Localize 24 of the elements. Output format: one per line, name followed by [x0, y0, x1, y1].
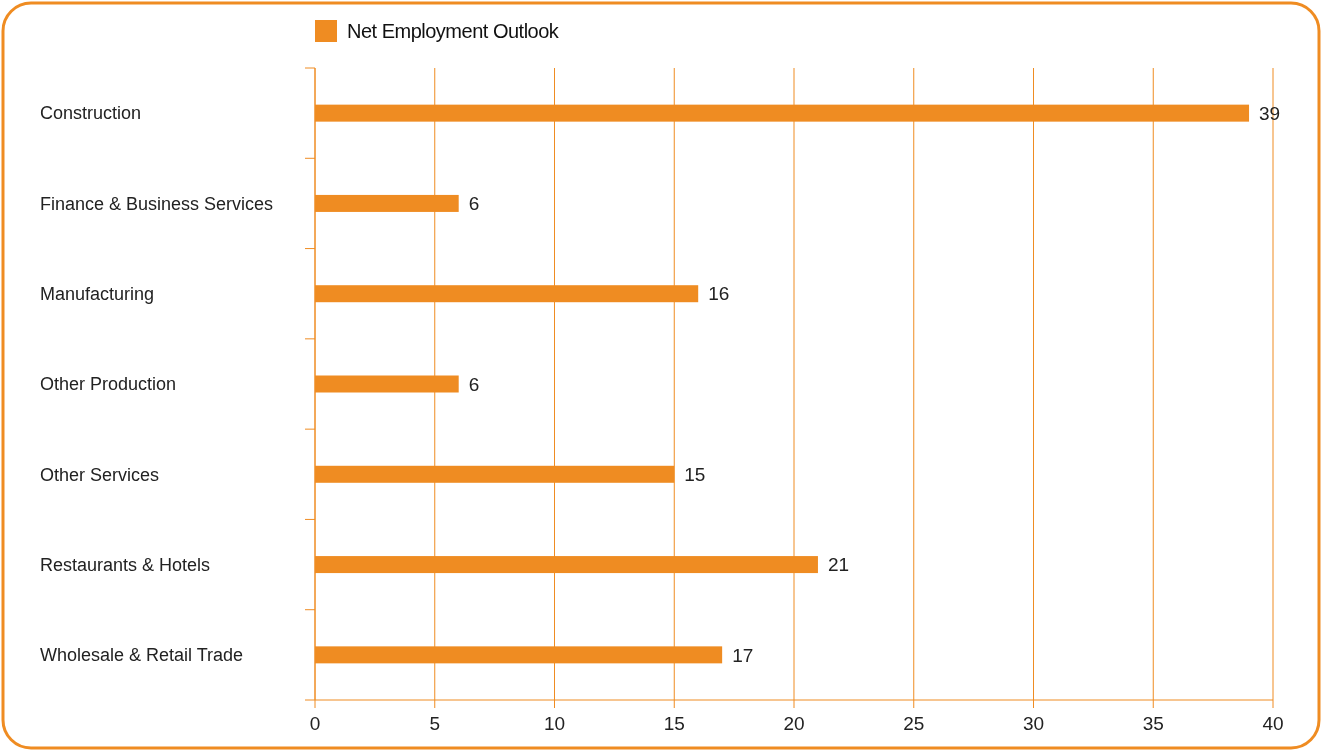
data-label: 6 — [468, 193, 480, 215]
x-tick-label: 25 — [903, 713, 925, 734]
legend-label: Net Employment Outlook — [347, 20, 560, 42]
data-label: 39 — [1259, 102, 1281, 124]
data-label: 15 — [684, 463, 706, 485]
y-tick-label: Restaurants & Hotels — [40, 554, 211, 575]
data-label: 16 — [708, 283, 730, 305]
data-label: 17 — [732, 644, 754, 666]
y-tick-label: Finance & Business Services — [40, 193, 274, 214]
x-tick-label: 15 — [663, 713, 685, 734]
y-tick-label: Other Production — [40, 374, 177, 395]
x-tick-label: 10 — [543, 713, 566, 734]
y-tick-label: Construction — [40, 103, 142, 124]
x-tick-label: 30 — [1022, 713, 1045, 734]
x-tick-label: 20 — [783, 713, 805, 734]
y-tick-label: Other Services — [40, 464, 160, 485]
x-tick-label: 35 — [1142, 713, 1164, 734]
data-label: 6 — [468, 373, 480, 395]
x-tick-label: 0 — [309, 713, 321, 734]
data-label: 21 — [827, 554, 850, 576]
x-tick-label: 5 — [429, 713, 441, 734]
y-tick-label: Wholesale & Retail Trade — [40, 645, 244, 666]
y-tick-label: Manufacturing — [40, 284, 155, 305]
x-tick-label: 40 — [1262, 713, 1284, 734]
